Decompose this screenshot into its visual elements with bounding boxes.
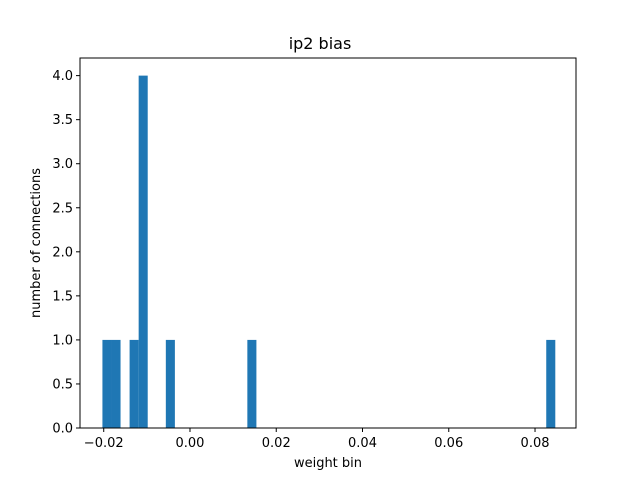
y-axis-ticks: 0.0 0.5 1.0 1.5 2.0 2.5 3.0 3.5 4.0 [52, 69, 80, 437]
y-tick-label: 0.0 [52, 422, 73, 437]
y-tick-label: 0.5 [52, 377, 73, 392]
y-tick-label: 1.5 [52, 289, 73, 304]
y-axis-label: number of connections [29, 168, 44, 318]
histogram-bar [247, 339, 257, 428]
histogram-bar [129, 339, 139, 428]
histogram-bar [111, 339, 121, 428]
histogram-bar [102, 339, 112, 428]
plot-frame [79, 57, 577, 429]
x-tick-label: 0.02 [262, 436, 291, 451]
bars-group [102, 75, 556, 428]
x-tick-label: 0.00 [176, 436, 205, 451]
y-tick-label: 1.0 [52, 333, 73, 348]
histogram-bar [138, 75, 148, 428]
x-tick-label: 0.06 [434, 436, 463, 451]
histogram-bar [546, 339, 556, 428]
chart-title: ip2 bias [289, 34, 352, 53]
y-tick-label: 2.5 [52, 201, 73, 216]
x-tick-label: 0.08 [521, 436, 550, 451]
x-tick-label: −0.02 [84, 436, 124, 451]
y-tick-label: 3.0 [52, 157, 73, 172]
x-axis-label: weight bin [294, 456, 362, 471]
x-axis-ticks: −0.02 0.00 0.02 0.04 0.06 0.08 [84, 428, 550, 451]
y-tick-label: 4.0 [52, 69, 73, 84]
y-tick-label: 2.0 [52, 245, 73, 260]
x-tick-label: 0.04 [348, 436, 377, 451]
y-tick-label: 3.5 [52, 113, 73, 128]
histogram-bar [165, 339, 175, 428]
